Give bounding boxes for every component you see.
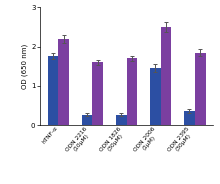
- Y-axis label: OD (650 nm): OD (650 nm): [22, 44, 28, 89]
- Bar: [58, 39, 69, 125]
- Bar: [161, 27, 171, 125]
- Bar: [116, 114, 126, 125]
- Bar: [126, 58, 138, 125]
- Bar: [82, 114, 92, 125]
- Bar: [92, 62, 103, 125]
- Bar: [48, 56, 58, 125]
- Bar: [150, 68, 161, 125]
- Bar: [184, 111, 195, 125]
- Bar: [195, 52, 205, 125]
